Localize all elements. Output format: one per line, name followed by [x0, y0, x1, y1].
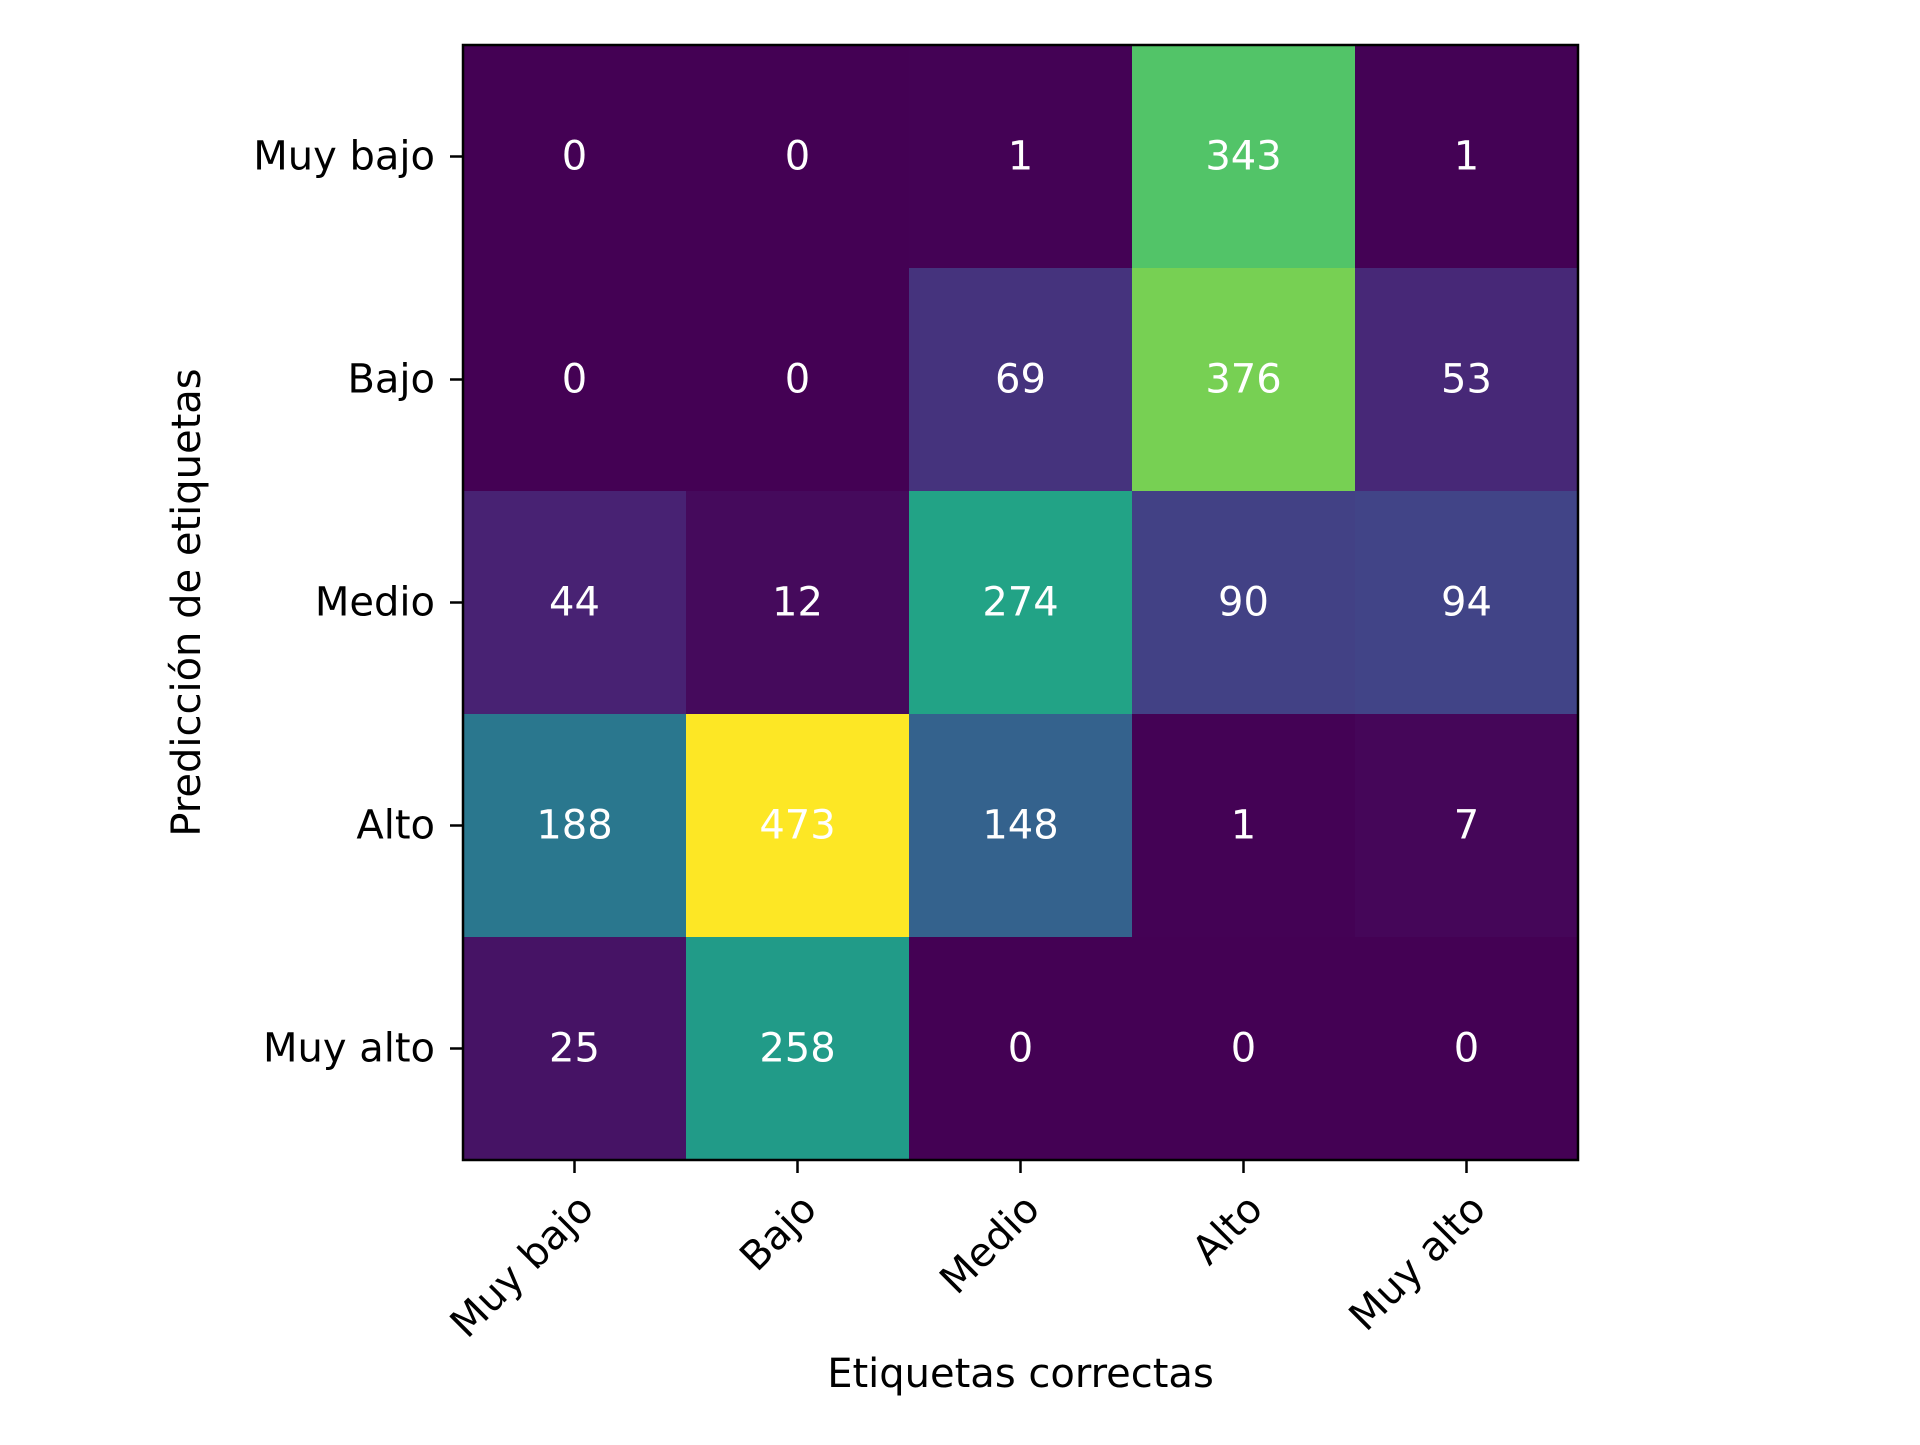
heatmap-cell [463, 937, 687, 1161]
y-ticks-layer: Muy bajo Bajo Medio Alto Muy alto [253, 134, 463, 1072]
cell-value-label: 0 [785, 134, 810, 180]
heatmap-cell [1355, 491, 1579, 715]
cell-value-label: 12 [772, 580, 823, 626]
cell-value-label: 1 [1008, 134, 1033, 180]
heatmap-cell [686, 491, 910, 715]
heatmap-cell [1355, 937, 1579, 1161]
heatmap-cell [463, 714, 687, 938]
cell-value-label: 7 [1454, 803, 1479, 849]
heatmap-cell [909, 268, 1133, 492]
x-axis-label: Etiquetas correctas [827, 1351, 1214, 1397]
cell-value-label: 0 [1008, 1026, 1033, 1072]
heatmap-cell [463, 268, 687, 492]
cells-layer [463, 45, 1579, 1161]
cell-value-label: 69 [995, 357, 1046, 403]
heatmap-cell [1132, 491, 1356, 715]
heatmap-cell [909, 937, 1133, 1161]
y-tick-label: Bajo [347, 357, 435, 403]
cell-value-label: 376 [1205, 357, 1281, 403]
cell-value-label: 274 [982, 580, 1058, 626]
heatmap-cell [1355, 268, 1579, 492]
heatmap-cell [1355, 45, 1579, 269]
heatmap-cell [686, 714, 910, 938]
y-axis-label: Predicción de etiquetas [164, 368, 210, 836]
annotations-layer: 0 0 1 343 1 0 0 69 376 53 44 12 274 90 94 188 473 148 1 7 25… [536, 134, 1492, 1072]
cell-value-label: 1 [1231, 803, 1256, 849]
cell-value-label: 94 [1441, 580, 1492, 626]
heatmap-cell [909, 491, 1133, 715]
heatmap-cell [463, 45, 687, 269]
cell-value-label: 53 [1441, 357, 1492, 403]
heatmap-cell [1132, 45, 1356, 269]
heatmap-cell [909, 45, 1133, 269]
cell-value-label: 0 [1454, 1026, 1479, 1072]
cell-value-label: 90 [1218, 580, 1269, 626]
heatmap-cell [1355, 714, 1579, 938]
cell-value-label: 0 [562, 134, 587, 180]
cell-value-label: 0 [785, 357, 810, 403]
x-tick-label: Medio [931, 1186, 1048, 1303]
heatmap-cell [1132, 937, 1356, 1161]
cell-value-label: 44 [549, 580, 600, 626]
y-tick-label: Muy alto [263, 1026, 435, 1072]
cell-value-label: 1 [1454, 134, 1479, 180]
cell-value-label: 0 [562, 357, 587, 403]
x-tick-label: Bajo [731, 1186, 825, 1280]
cell-value-label: 473 [759, 803, 835, 849]
cell-value-label: 148 [982, 803, 1058, 849]
heatmap-cell [1132, 268, 1356, 492]
heatmap-cell [686, 937, 910, 1161]
y-tick-label: Muy bajo [253, 134, 435, 180]
cell-value-label: 258 [759, 1026, 835, 1072]
x-tick-label: Muy alto [1341, 1186, 1495, 1340]
cell-value-label: 0 [1231, 1026, 1256, 1072]
cell-value-label: 343 [1205, 134, 1281, 180]
cell-value-label: 188 [536, 803, 612, 849]
cell-value-label: 25 [549, 1026, 600, 1072]
y-tick-label: Alto [356, 803, 435, 849]
heatmap-cell [686, 268, 910, 492]
y-tick-label: Medio [315, 580, 435, 626]
x-tick-label: Alto [1184, 1186, 1272, 1274]
x-ticks-layer: Muy bajo Bajo Medio Alto Muy alto [442, 1160, 1495, 1347]
x-tick-label: Muy bajo [442, 1186, 603, 1347]
heatmap-cell [463, 491, 687, 715]
heatmap-cell [1132, 714, 1356, 938]
heatmap-cell [686, 45, 910, 269]
heatmap-cell [909, 714, 1133, 938]
